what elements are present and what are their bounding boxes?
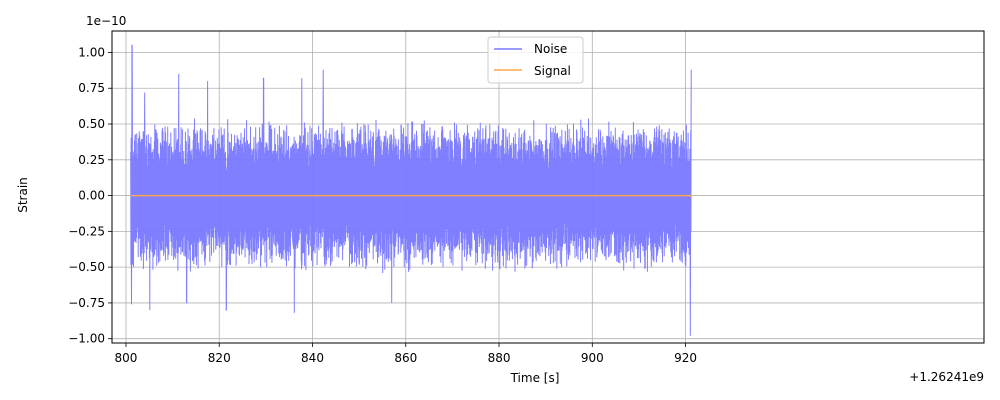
x-tick-label: 800 — [115, 351, 138, 365]
x-axis-label: Time [s] — [510, 371, 560, 385]
x-tick-label: 880 — [488, 351, 511, 365]
y-tick-label: 0.25 — [78, 153, 105, 167]
y-scale-label: 1e−10 — [86, 14, 126, 28]
y-tick-label: 0.75 — [78, 81, 105, 95]
x-tick-label: 840 — [301, 351, 324, 365]
x-tick-label: 820 — [208, 351, 231, 365]
y-tick-label: −0.75 — [68, 296, 105, 310]
y-tick-label: 0.00 — [78, 189, 105, 203]
legend: Noise Signal — [487, 36, 584, 84]
y-tick-label: 1.00 — [78, 45, 105, 59]
x-tick-label: 920 — [674, 351, 697, 365]
y-axis-label: Strain — [16, 177, 30, 213]
x-axis-ticks: 800 820 840 860 880 900 920 — [115, 343, 697, 365]
x-offset-label: +1.26241e9 — [909, 370, 984, 384]
plot-frame — [111, 30, 985, 344]
legend-signal-label: Signal — [534, 64, 571, 78]
y-tick-label: −0.25 — [68, 224, 105, 238]
x-tick-label: 860 — [394, 351, 417, 365]
x-tick-label: 900 — [581, 351, 604, 365]
legend-noise-label: Noise — [534, 42, 567, 56]
y-tick-label: −0.50 — [68, 260, 105, 274]
noise-series — [130, 44, 692, 336]
y-axis-ticks: −1.00 −0.75 −0.50 −0.25 0.00 0.25 0.50 0.75 1.00 — [68, 45, 112, 346]
noise-line — [130, 44, 692, 336]
y-tick-label: −1.00 — [68, 332, 105, 346]
y-tick-label: 0.50 — [78, 117, 105, 131]
